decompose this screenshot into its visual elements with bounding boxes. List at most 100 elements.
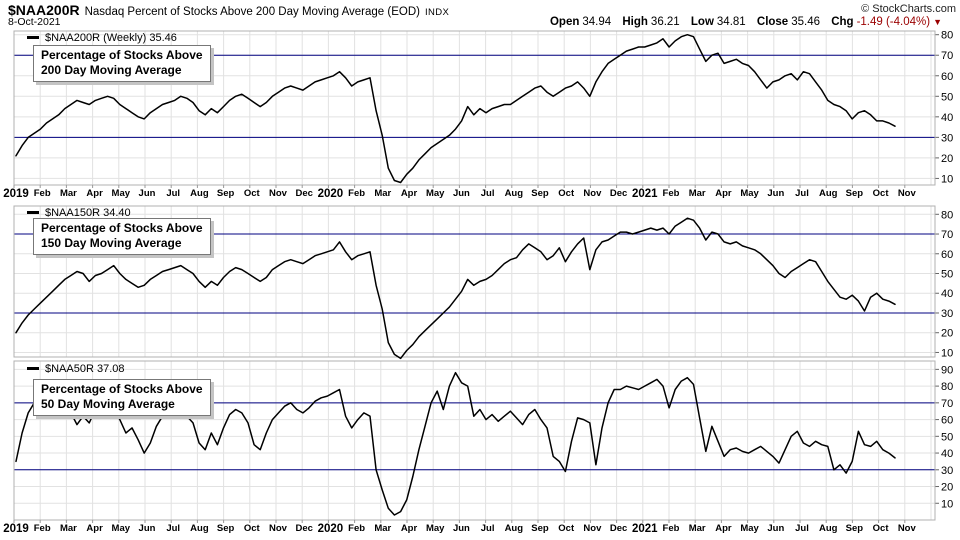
change-label: Chg <box>831 16 854 28</box>
x-axis-label: Aug <box>504 188 524 199</box>
x-axis-months-top: 2019 Feb Mar Apr May Jun Jul Aug Sep Oct Nov Dec 202… <box>0 188 960 201</box>
x-axis-label: Aug <box>190 523 209 534</box>
x-axis-label: Aug <box>504 523 524 534</box>
x-axis-label: Jun <box>138 523 156 534</box>
x-axis-label: May <box>111 188 131 199</box>
x-axis-label: Apr <box>715 523 732 534</box>
header-title-row: $NAA200R Nasdaq Percent of Stocks Above 2… <box>8 2 956 18</box>
x-axis-label: Apr <box>400 523 418 534</box>
annotation-line: 150 Day Moving Average <box>41 236 182 250</box>
x-axis-label: Apr <box>86 523 103 534</box>
x-axis-label: Jul <box>480 523 495 534</box>
x-axis-label: Jun <box>138 188 156 199</box>
header-sub-row: 8-Oct-2021 Open 34.94 High 36.21 Low 34.81 … <box>8 16 956 30</box>
x-axis-label: Apr <box>400 188 418 199</box>
x-axis-label: Feb <box>348 523 366 534</box>
annotation-box-200dma: Percentage of Stocks Above 200 Day Movin… <box>33 45 211 82</box>
x-axis-label: Dec <box>609 523 628 534</box>
y-axis-label: 80 <box>941 209 953 221</box>
y-axis-label: 30 <box>941 465 953 477</box>
annotation-line: Percentage of Stocks Above <box>41 382 203 396</box>
x-axis-label: Oct <box>243 523 260 534</box>
y-axis-label: 10 <box>941 347 953 359</box>
change-value: -1.49 (-4.04%) <box>856 16 931 28</box>
open-label: Open <box>549 16 580 28</box>
x-axis-label: Sep <box>216 188 235 199</box>
y-axis-label: 20 <box>941 153 953 165</box>
high-value: 36.21 <box>650 16 680 28</box>
x-axis-label: Dec <box>295 188 313 199</box>
low-label: Low <box>690 16 714 28</box>
x-axis-label: Oct <box>558 188 575 199</box>
y-axis-label: 10 <box>941 498 953 510</box>
y-axis-label: 50 <box>941 91 953 103</box>
close-value: 35.46 <box>791 16 820 28</box>
y-axis-label: 70 <box>941 229 953 241</box>
annotation-box-150dma: Percentage of Stocks Above 150 Day Movin… <box>33 218 211 255</box>
close-label: Close <box>756 16 789 28</box>
x-axis-label: 2019 <box>3 188 29 200</box>
annotation-box-50dma: Percentage of Stocks Above 50 Day Moving… <box>33 379 211 416</box>
x-axis-label: Apr <box>86 188 103 199</box>
quote-summary: Open 34.94 High 36.21 Low 34.81 Close 35.46 … <box>542 16 942 28</box>
x-axis-label: Feb <box>348 188 366 199</box>
triangle-down-icon: ▼ <box>933 17 942 27</box>
legend-swatch <box>27 211 39 214</box>
x-axis-label: 2021 <box>632 523 658 535</box>
x-axis-label: May <box>425 523 445 534</box>
x-axis-label: Oct <box>558 523 575 534</box>
x-axis-label: Jul <box>480 188 495 199</box>
open-value: 34.94 <box>582 16 612 28</box>
x-axis-label: Jul <box>166 523 181 534</box>
x-axis-label: Aug <box>190 188 209 199</box>
y-axis-label: 70 <box>941 50 953 62</box>
x-axis-label: Feb <box>33 523 51 534</box>
legend-swatch <box>27 36 39 39</box>
x-axis-label: Jun <box>767 523 785 534</box>
$NAA200R-line <box>15 33 896 184</box>
annotation-line: Percentage of Stocks Above <box>41 48 203 62</box>
legend-label: $NAA150R 34.40 <box>45 207 131 219</box>
low-value: 34.81 <box>716 16 746 28</box>
x-axis-label: Nov <box>897 188 916 199</box>
copyright-label: © StockCharts.com <box>861 3 956 15</box>
annotation-line: 50 Day Moving Average <box>41 397 175 411</box>
x-axis-label: Jul <box>166 188 181 199</box>
x-axis-label: May <box>740 188 759 199</box>
x-axis-label: May <box>111 523 131 534</box>
x-axis-label: Nov <box>583 188 602 199</box>
x-axis-label: Sep <box>216 523 235 534</box>
y-axis-label: 40 <box>941 448 953 460</box>
legend-naa150r: $NAA150R 34.40 <box>27 207 131 219</box>
chart-title: Nasdaq Percent of Stocks Above 200 Day M… <box>84 6 420 18</box>
high-label: High <box>622 16 648 28</box>
x-axis-label: Nov <box>583 523 602 534</box>
x-axis-label: May <box>740 523 759 534</box>
legend-swatch <box>27 367 39 370</box>
y-axis-label: 20 <box>941 328 953 340</box>
legend-label: $NAA50R 37.08 <box>45 363 125 375</box>
y-axis-label: 60 <box>941 249 953 261</box>
x-axis-label: Apr <box>715 188 732 199</box>
x-axis-label: Mar <box>59 523 77 534</box>
x-axis-label: Sep <box>845 523 864 534</box>
x-axis-label: Nov <box>269 188 287 199</box>
x-axis-label: Mar <box>688 188 706 199</box>
legend-label: $NAA200R (Weekly) 35.46 <box>45 32 177 44</box>
x-axis-label: Feb <box>662 188 680 199</box>
exchange-label: INDX <box>424 7 450 18</box>
x-axis-label: 2020 <box>317 188 344 200</box>
y-axis-label: 60 <box>941 415 953 427</box>
y-axis-label: 80 <box>941 381 953 393</box>
x-axis-label: Nov <box>897 523 916 534</box>
x-axis-label: Mar <box>374 523 392 534</box>
panel-border <box>13 205 936 358</box>
y-axis-label: 40 <box>941 112 953 124</box>
y-axis-label: 50 <box>941 431 953 443</box>
x-axis-label: Aug <box>818 188 838 199</box>
date-label: 8-Oct-2021 <box>8 16 61 28</box>
annotation-line: Percentage of Stocks Above <box>41 221 203 235</box>
x-axis-label: May <box>425 188 445 199</box>
y-axis-label: 70 <box>941 398 953 410</box>
